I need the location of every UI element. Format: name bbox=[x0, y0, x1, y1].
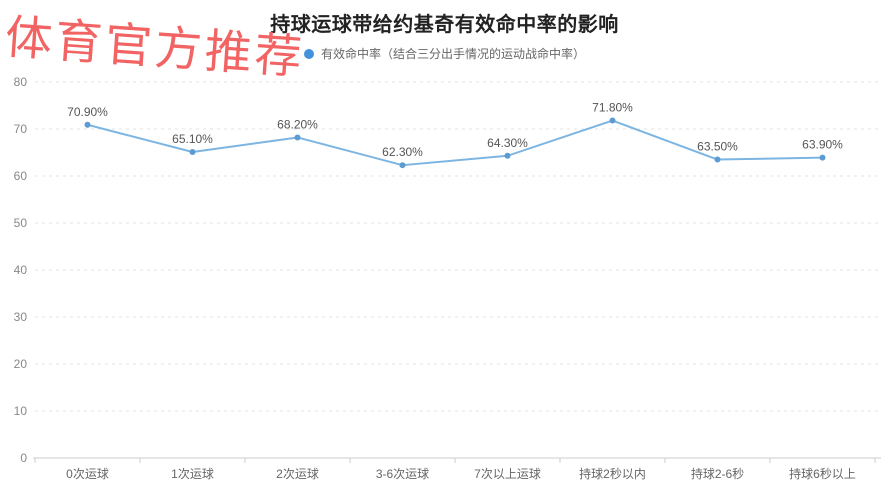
data-point[interactable] bbox=[399, 162, 406, 169]
legend-label: 有效命中率（结合三分出手情况的运动战命中率） bbox=[320, 47, 585, 61]
data-point[interactable] bbox=[189, 149, 196, 156]
y-axis-tick-label: 10 bbox=[14, 404, 28, 418]
data-point[interactable] bbox=[294, 134, 301, 141]
y-axis-tick-label: 30 bbox=[14, 310, 28, 324]
series-line bbox=[86, 119, 824, 167]
data-label: 63.50% bbox=[697, 140, 738, 154]
y-axis-tick-label: 50 bbox=[14, 216, 28, 230]
x-axis-category-label: 持球2秒以内 bbox=[579, 466, 646, 481]
data-label: 63.90% bbox=[802, 138, 843, 152]
data-label: 70.90% bbox=[67, 105, 108, 119]
x-axis-category-label: 1次运球 bbox=[171, 467, 214, 481]
data-point[interactable] bbox=[714, 156, 721, 163]
y-axis-tick-label: 60 bbox=[14, 169, 28, 183]
legend-marker-icon bbox=[303, 48, 314, 59]
data-point[interactable] bbox=[504, 152, 511, 159]
legend[interactable]: 有效命中率（结合三分出手情况的运动战命中率） bbox=[0, 45, 889, 62]
y-axis-tick-label: 20 bbox=[14, 357, 28, 371]
data-label: 64.30% bbox=[487, 136, 528, 150]
y-axis-tick-label: 80 bbox=[14, 75, 28, 89]
x-axis-category-label: 持球2-6秒 bbox=[691, 466, 744, 481]
data-point[interactable] bbox=[819, 154, 826, 161]
x-axis-category-label: 0次运球 bbox=[66, 467, 109, 481]
data-label: 71.80% bbox=[592, 101, 633, 115]
data-point[interactable] bbox=[84, 121, 91, 128]
x-axis-category-label: 3-6次运球 bbox=[376, 467, 429, 481]
data-label: 68.20% bbox=[277, 117, 318, 131]
y-axis-tick-label: 40 bbox=[14, 263, 28, 277]
y-axis-tick-label: 0 bbox=[20, 451, 27, 465]
chart-title: 持球运球带给约基奇有效命中率的影响 bbox=[270, 14, 619, 36]
x-axis-category-label: 持球6秒以上 bbox=[789, 466, 856, 481]
x-axis-category-label: 2次运球 bbox=[276, 467, 319, 481]
data-label: 65.10% bbox=[172, 132, 213, 146]
data-point[interactable] bbox=[609, 117, 616, 124]
x-axis-category-label: 7次以上运球 bbox=[474, 467, 541, 481]
data-label: 62.30% bbox=[382, 145, 423, 159]
y-axis-tick-label: 70 bbox=[14, 122, 28, 136]
